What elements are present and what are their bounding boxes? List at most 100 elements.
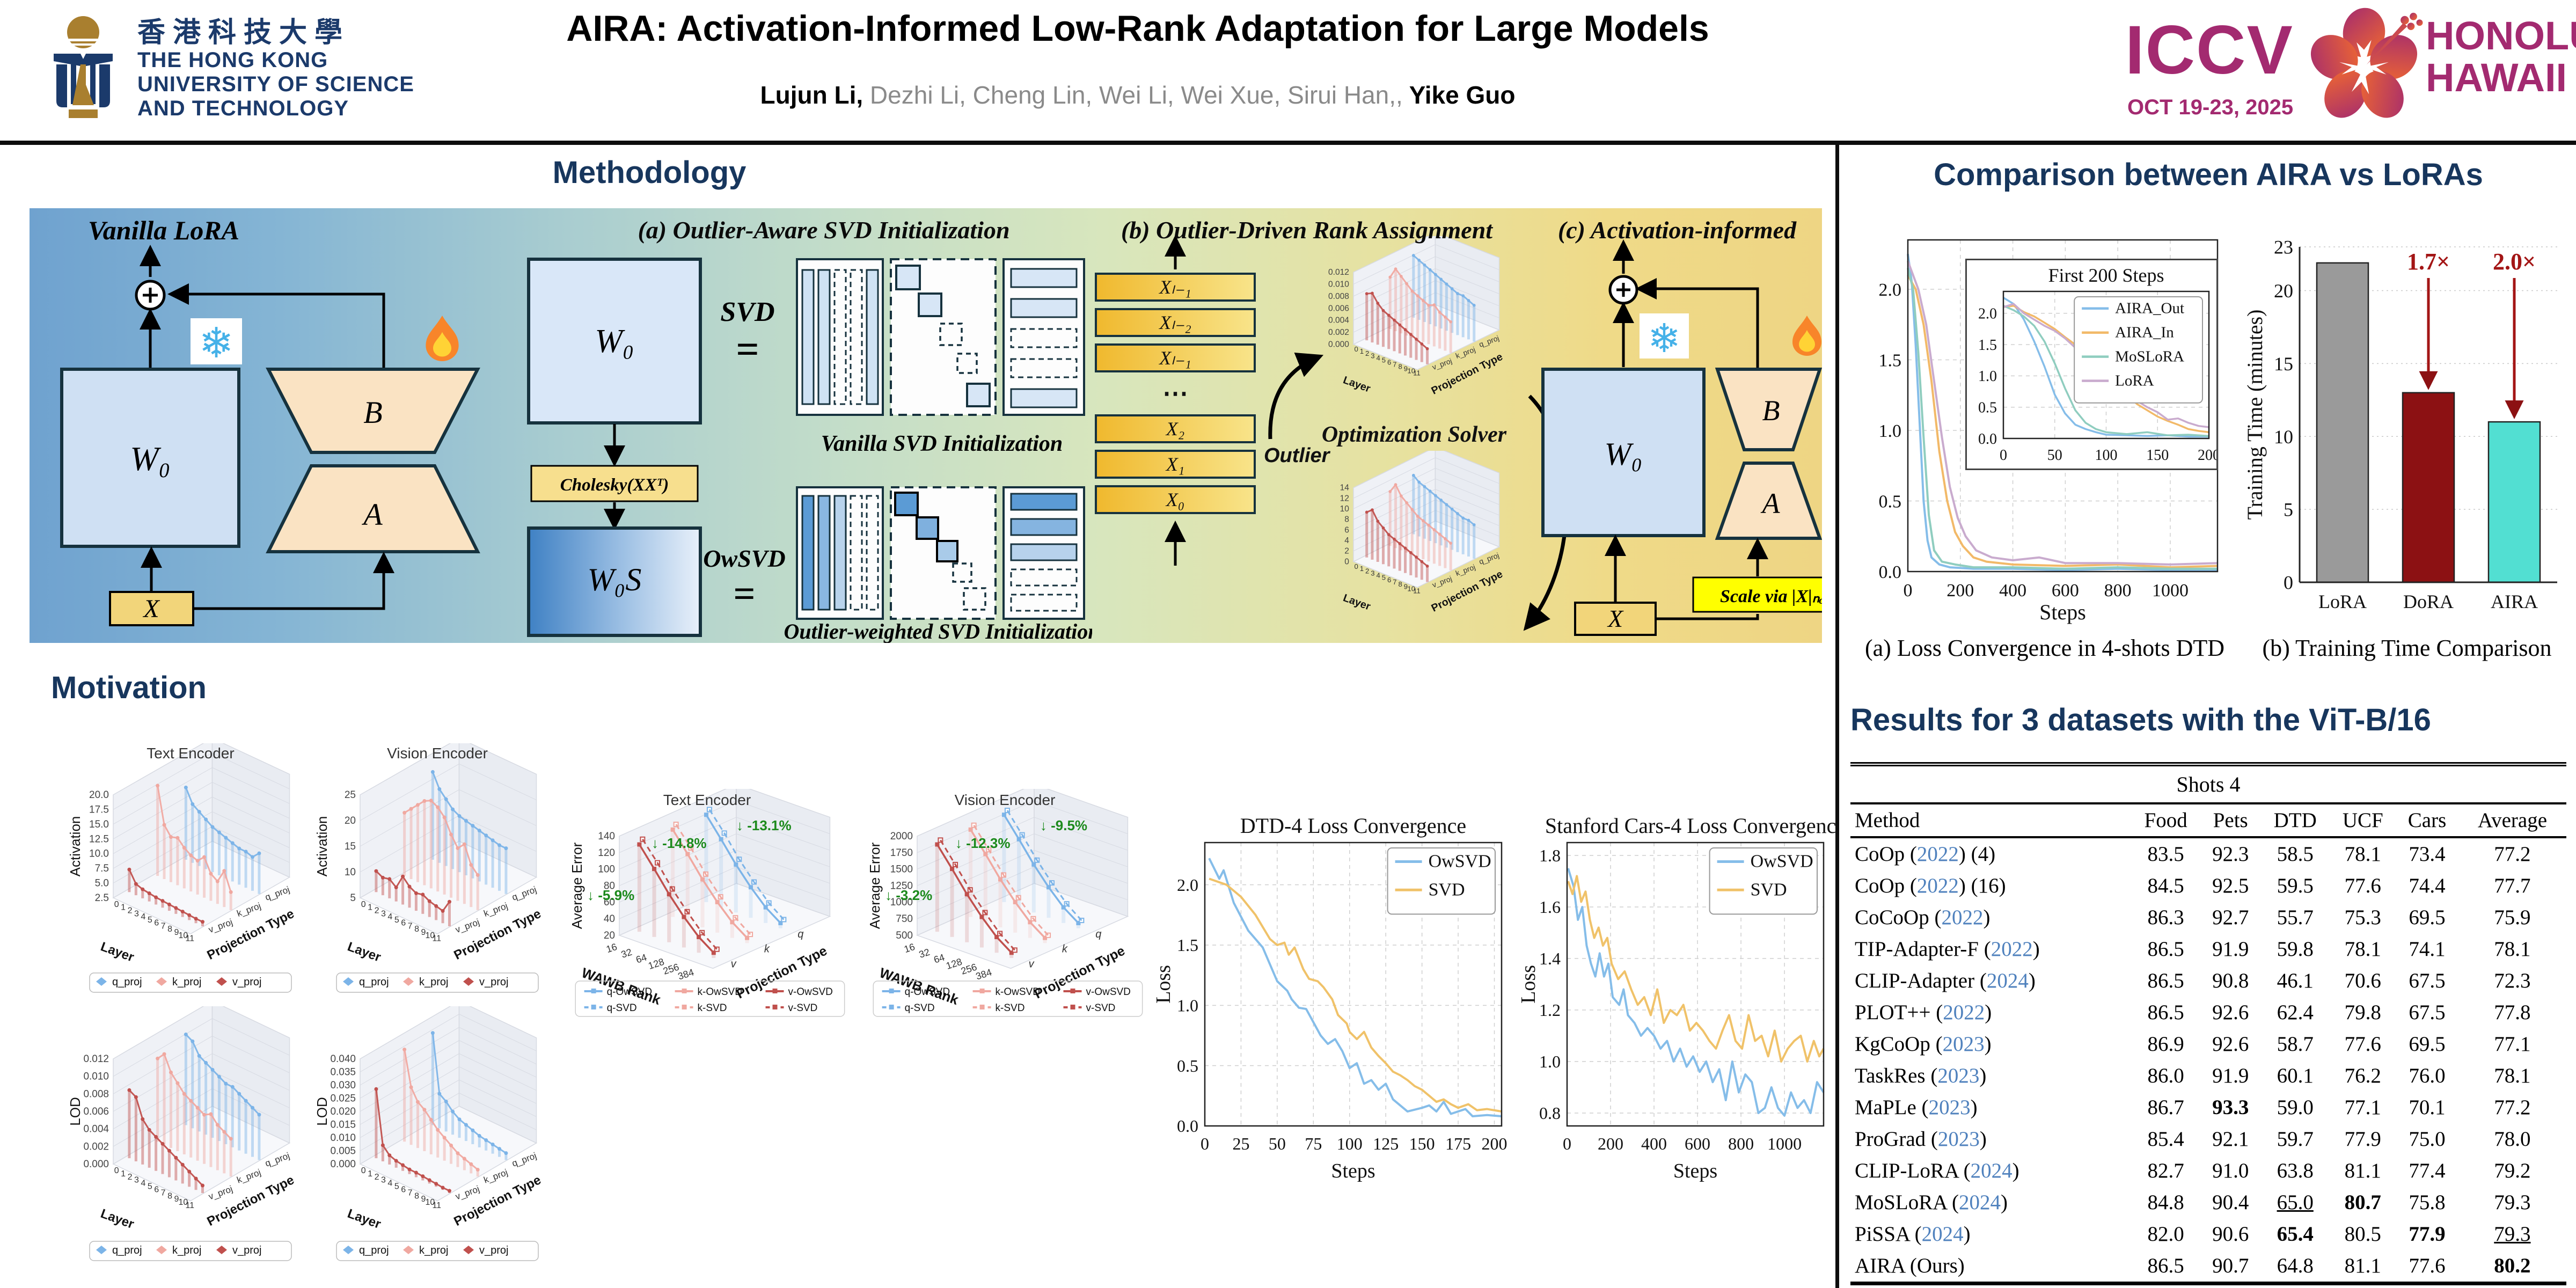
table-row: PLOT++ (2022) 86.5 92.6 62.4 79.8 67.5 77.8	[1855, 1001, 2531, 1024]
table-col-Cars: Cars	[2396, 803, 2458, 838]
b-matrix-c	[1715, 368, 1822, 451]
svg-text:0.012: 0.012	[83, 1053, 109, 1065]
svg-text:AIRA_In: AIRA_In	[2115, 324, 2174, 341]
svg-text:0.020: 0.020	[330, 1106, 356, 1117]
hkust-name-en2: UNIVERSITY OF SCIENCE	[137, 72, 414, 96]
svg-text:1000: 1000	[2152, 581, 2189, 601]
a-label-c: A	[1761, 487, 1781, 519]
svg-text:v-SVD: v-SVD	[1086, 1002, 1116, 1014]
table-col-Method: Method	[1850, 803, 2131, 838]
svg-text:4: 4	[387, 1179, 392, 1188]
w0-label: W₀	[130, 440, 171, 478]
svg-text:16: 16	[903, 941, 916, 955]
svg-text:1: 1	[368, 1169, 372, 1179]
header: 香港科技大學 THE HONG KONG UNIVERSITY OF SCIEN…	[0, 0, 2576, 145]
svg-text:1.7×: 1.7×	[2407, 248, 2450, 275]
svg-text:0.040: 0.040	[330, 1053, 356, 1065]
svg-text:64: 64	[932, 952, 946, 965]
svg-text:0: 0	[1344, 557, 1349, 566]
cholesky-box	[530, 465, 699, 502]
svg-text:16: 16	[605, 941, 618, 955]
svg-text:4: 4	[1344, 536, 1349, 545]
svg-text:5: 5	[2284, 499, 2293, 521]
svg-text:k-OwSVD: k-OwSVD	[996, 986, 1040, 998]
svg-text:32: 32	[918, 947, 931, 960]
svg-text:12.5: 12.5	[89, 833, 109, 845]
svg-text:0.008: 0.008	[83, 1088, 109, 1100]
w0-label-a: W₀	[595, 323, 634, 360]
svg-text:6: 6	[401, 1185, 406, 1194]
table-row: TIP-Adapter-F (2022) 86.5 91.9 59.8 78.1 74.1…	[1855, 938, 2531, 961]
svg-text:7: 7	[1393, 578, 1396, 586]
svg-text:20: 20	[2274, 280, 2293, 302]
svg-text:OwSVD: OwSVD	[1751, 852, 1813, 872]
svg-text:k_proj: k_proj	[172, 976, 201, 988]
svg-text:40: 40	[604, 913, 615, 925]
svg-text:17.5: 17.5	[89, 804, 109, 815]
svg-text:0: 0	[1201, 1134, 1209, 1153]
x-label-c: X	[1607, 605, 1624, 632]
stack-output-arrow	[1165, 235, 1186, 269]
svg-text:5: 5	[1382, 356, 1386, 364]
svg-text:1000: 1000	[1767, 1134, 1802, 1153]
svg-text:Loss: Loss	[1519, 965, 1540, 1004]
hkust-emblem-icon	[54, 16, 113, 118]
rank-3d-plot: 0 2 4 6 8 10 12 14 0 1 2 3 4 5 6 7 8 9 10 11 Layer v_proj k_pr…	[1318, 446, 1517, 635]
activation-3d-vision-encoder: 5 10 15 20 25 0 1 2 3 4 5 6 7 8 9 10 11 Layer v_proj k_proj…	[314, 737, 558, 1001]
svg-text:3: 3	[1371, 352, 1374, 360]
svg-text:Training Time (minutes): Training Time (minutes)	[2246, 310, 2267, 520]
svg-text:0.030: 0.030	[330, 1080, 356, 1091]
scale-box	[1692, 576, 1822, 613]
svg-text:80: 80	[604, 880, 615, 891]
svg-text:750: 750	[896, 913, 913, 925]
svg-text:15.0: 15.0	[89, 819, 109, 830]
svg-text:↓ -9.5%: ↓ -9.5%	[1040, 817, 1087, 833]
table-row: MoSLoRA (2024) 84.8 90.4 65.0 80.7 75.8 79.3	[1855, 1191, 2531, 1214]
svg-text:0: 0	[361, 900, 366, 909]
svg-text:0.010: 0.010	[1328, 280, 1349, 289]
svg-text:800: 800	[1728, 1134, 1754, 1153]
svg-text:8: 8	[1344, 515, 1349, 524]
table-row: CoOp (2022) (4) 83.5 92.3 58.5 78.1 73.4 77.2	[1855, 843, 2531, 866]
svg-text:8: 8	[1399, 580, 1402, 588]
svg-text:3: 3	[1371, 569, 1374, 577]
svg-text:2.0: 2.0	[1879, 280, 1902, 300]
svg-text:0.025: 0.025	[330, 1093, 356, 1104]
snowflake-icon-c: ❄	[1648, 316, 1681, 361]
svg-text:6: 6	[1387, 576, 1391, 584]
hkust-name-cn: 香港科技大學	[137, 17, 350, 48]
snowflake-icon: ❄	[199, 319, 233, 367]
table-col-DTD: DTD	[2260, 803, 2330, 838]
svg-text:0.5: 0.5	[1177, 1056, 1198, 1075]
table-col-Food: Food	[2131, 803, 2201, 838]
scale-label: Scale via |X|ₙₒᵣₘ	[1720, 587, 1822, 606]
svg-text:5: 5	[148, 916, 152, 925]
svg-text:500: 500	[896, 930, 913, 941]
svg-text:0: 0	[1904, 581, 1913, 601]
table-col-UCF: UCF	[2330, 803, 2396, 838]
svg-text:↓ -12.3%: ↓ -12.3%	[955, 835, 1011, 851]
svg-text:0.002: 0.002	[1328, 328, 1349, 337]
svg-text:8: 8	[167, 925, 172, 934]
svg-text:8: 8	[1399, 363, 1402, 371]
svg-text:DoRA: DoRA	[2403, 591, 2454, 612]
svd-init-diagram: W₀ SVD =	[527, 258, 1092, 643]
methodology-panel: (a) Outlier-Aware SVD Initialization (b)…	[30, 208, 1822, 643]
svg-text:0.005: 0.005	[330, 1146, 356, 1157]
svg-text:q_proj: q_proj	[112, 976, 142, 988]
svg-text:1750: 1750	[890, 847, 913, 859]
svg-text:2000: 2000	[890, 831, 913, 842]
svg-text:25: 25	[1232, 1134, 1249, 1153]
svg-text:32: 32	[620, 947, 633, 960]
svg-text:5: 5	[394, 1182, 399, 1191]
svg-text:0.010: 0.010	[83, 1071, 109, 1082]
svg-text:10: 10	[178, 931, 188, 940]
x-input-box	[109, 591, 194, 626]
svg-text:v-OwSVD: v-OwSVD	[788, 986, 833, 998]
svg-text:20.0: 20.0	[89, 789, 109, 801]
lod-3d-vision-encoder: 0.000 0.005 0.010 0.015 0.020 0.025 0.030 0.035…	[314, 1000, 558, 1269]
svg-text:1.0: 1.0	[1539, 1052, 1561, 1071]
svg-text:200: 200	[1482, 1134, 1507, 1153]
svg-text:Layer: Layer	[99, 939, 136, 964]
svg-text:q_proj: q_proj	[359, 976, 389, 988]
